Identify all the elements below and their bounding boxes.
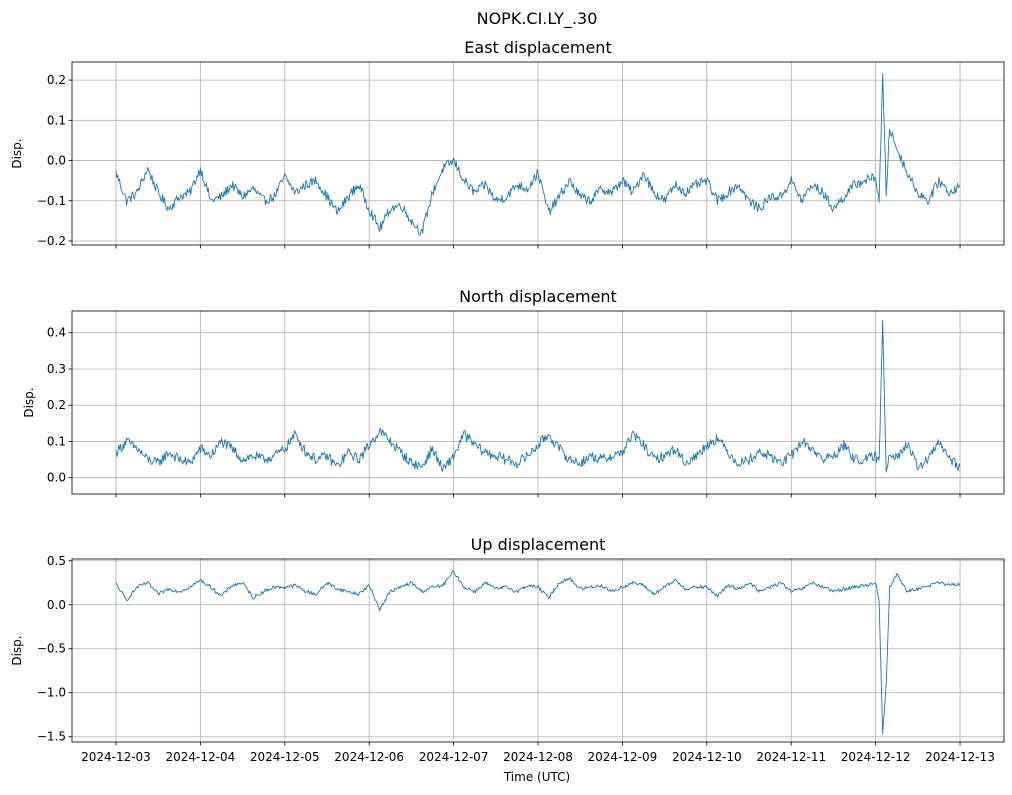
north-displacement-panel: 0.0 0.1 0.2 0.3 0.4 North displacement Disp. — [22, 287, 1005, 498]
up-y-axis-label: Disp. — [10, 635, 24, 665]
up-series-line — [115, 570, 961, 735]
north-ytick-label: 0.4 — [47, 326, 66, 340]
north-ytick-label: 0.2 — [47, 398, 66, 412]
up-xtick-label: 2024-12-12 — [841, 750, 911, 764]
up-xtick-label: 2024-12-06 — [334, 750, 404, 764]
east-displacement-panel: −0.2 −0.1 0.0 0.1 0.2 East displacement Disp… — [10, 38, 1005, 249]
east-ytick-label: 0.0 — [47, 154, 66, 168]
up-xtick-label: 2024-12-09 — [588, 750, 658, 764]
up-series — [115, 570, 961, 735]
up-ytick-label: −1.0 — [37, 686, 66, 700]
figure-title: NOPK.CI.LY_.30 — [477, 9, 598, 29]
up-xtick-label: 2024-12-05 — [250, 750, 320, 764]
up-xtick-label: 2024-12-08 — [503, 750, 573, 764]
x-axis-label: Time (UTC) — [503, 770, 570, 784]
up-ytick-label: 0.5 — [47, 554, 66, 568]
east-series — [115, 72, 961, 236]
north-ytick-label: 0.1 — [47, 434, 66, 448]
up-ytick-label: −1.5 — [37, 730, 66, 744]
east-grid — [72, 62, 1004, 245]
up-panel-title: Up displacement — [471, 535, 606, 554]
east-ytick-label: −0.1 — [37, 194, 66, 208]
up-xtick-label: 2024-12-11 — [756, 750, 826, 764]
east-ytick-label: −0.2 — [37, 234, 66, 248]
up-xtick-label: 2024-12-03 — [81, 750, 151, 764]
north-ticks: 0.0 0.1 0.2 0.3 0.4 — [47, 326, 961, 498]
east-ytick-label: 0.1 — [47, 113, 66, 127]
north-series-line — [115, 319, 961, 473]
east-series-line — [115, 72, 961, 236]
up-ticks: −1.5 −1.0 −0.5 0.0 0.5 2024-12-03 2024-12-04 20… — [37, 554, 995, 764]
up-xtick-label: 2024-12-13 — [925, 750, 995, 764]
east-ticks: −0.2 −0.1 0.0 0.1 0.2 — [37, 73, 961, 249]
up-ytick-label: 0.0 — [47, 598, 66, 612]
north-panel-title: North displacement — [459, 287, 617, 306]
north-y-axis-label: Disp. — [22, 387, 36, 417]
up-ytick-label: −0.5 — [37, 642, 66, 656]
east-ytick-label: 0.2 — [47, 73, 66, 87]
up-xtick-label: 2024-12-04 — [165, 750, 235, 764]
up-xtick-label: 2024-12-07 — [419, 750, 489, 764]
up-displacement-panel: −1.5 −1.0 −0.5 0.0 0.5 2024-12-03 2024-12-04 20… — [10, 535, 1005, 764]
north-ytick-label: 0.3 — [47, 362, 66, 376]
east-panel-title: East displacement — [464, 38, 611, 57]
up-xtick-label: 2024-12-10 — [672, 750, 742, 764]
north-grid — [72, 311, 1004, 494]
north-series — [115, 319, 961, 473]
north-ytick-label: 0.0 — [47, 471, 66, 485]
east-y-axis-label: Disp. — [10, 138, 24, 168]
up-grid — [72, 559, 1004, 742]
